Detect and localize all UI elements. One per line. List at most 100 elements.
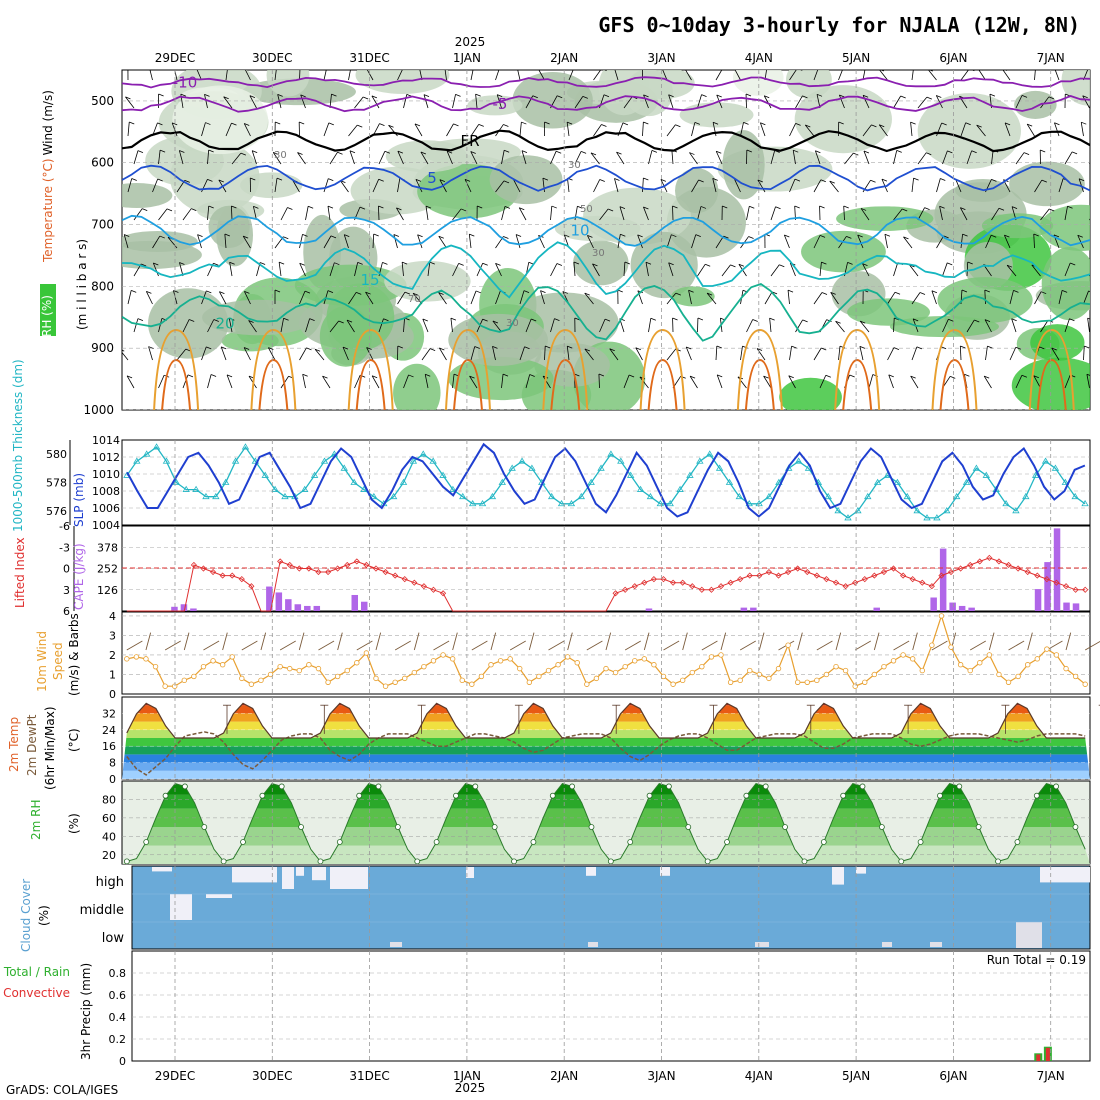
wind-barb-flag (425, 373, 431, 377)
wind-barb-flag (1067, 205, 1073, 209)
wind-barb (619, 206, 625, 221)
rh-blob (122, 231, 198, 252)
wind10-barb (1008, 640, 1025, 651)
wind-barb (668, 94, 674, 109)
wind-barb-flag (415, 179, 422, 182)
rh-blob (393, 363, 441, 410)
lifted-index-point (401, 576, 408, 583)
wind-barb-flag (327, 290, 334, 293)
rh-point (530, 839, 537, 845)
wind-barb-flag (1082, 95, 1088, 99)
wind-barb-flag (705, 263, 711, 267)
wind-barb (452, 94, 456, 109)
rh-point (859, 783, 866, 790)
rh-blob (779, 377, 842, 410)
wind-barb-flag (531, 318, 537, 322)
wind-barb-flag (567, 345, 573, 349)
wind10-point (603, 665, 609, 672)
wind-barb-flag (397, 345, 403, 349)
wind-barb-flag (584, 348, 591, 352)
thickness-point (1002, 499, 1010, 507)
wind-barb-flag (297, 152, 303, 155)
wind-barb-flag (614, 178, 620, 181)
wind-barb (960, 234, 963, 249)
wind-barb (292, 179, 300, 193)
wind-barb (249, 95, 257, 109)
lifted-index-point (986, 554, 993, 561)
wind-barb (991, 207, 1000, 221)
wind10-point (200, 663, 207, 670)
rh-blob (624, 70, 673, 117)
rh-label: 30 (592, 248, 605, 259)
wind-barb (960, 70, 969, 81)
wind-barb-flag (429, 348, 436, 351)
wind-barb-flag (338, 320, 344, 324)
wind-barb-flag (453, 123, 459, 127)
wind-barb-flag (701, 94, 707, 97)
rh-point (898, 858, 905, 865)
wind-barb (421, 348, 431, 361)
rh-point (1033, 792, 1040, 799)
lifted-index-point (689, 583, 696, 590)
wind10-barb (433, 640, 450, 651)
wind10-barb (854, 640, 872, 651)
wind-barb (592, 263, 600, 277)
wind-barb (299, 290, 306, 305)
rh-blob (172, 85, 269, 155)
wind-barb-flag (429, 261, 435, 265)
rh-legend-swatch (40, 284, 56, 336)
wind10-barb (164, 640, 181, 651)
thickness-point (409, 457, 418, 464)
wind10-barb (701, 640, 718, 651)
thickness-point (834, 507, 842, 514)
thickness-point (439, 471, 447, 478)
wind-barb (349, 150, 355, 165)
cloud-middle-block (206, 894, 232, 898)
wind-barb (770, 264, 780, 277)
wind10-point (737, 677, 743, 684)
wind-barb-flag (688, 289, 694, 293)
wind-barb (792, 150, 796, 165)
wind-barb (272, 152, 282, 165)
top-date-3jan: 3JAN (647, 51, 675, 65)
wind-barb (763, 375, 772, 389)
rh-point (743, 792, 750, 799)
wind10-point (852, 683, 858, 689)
lifted-index-point (1072, 586, 1079, 593)
rh-blob (1030, 324, 1085, 362)
cloud-low-block (1016, 922, 1042, 948)
lifted-index-point (1005, 561, 1012, 569)
wind-barb-flag (866, 66, 871, 68)
wind-barb-flag (540, 290, 546, 293)
rh-blob (675, 168, 719, 214)
rh-blob (467, 95, 523, 116)
cape-bar (939, 548, 947, 611)
top-date-5jan: 5JAN (842, 51, 870, 65)
wind-barb-flag (637, 234, 643, 238)
wind-barb-flag (446, 150, 453, 154)
wind-barb-flag (645, 261, 652, 265)
wind-barb-flag (287, 207, 293, 210)
wind-barb-flag (172, 122, 178, 126)
wind10-barb (413, 632, 420, 651)
wind-barb (415, 179, 423, 193)
wind-barb (452, 208, 462, 221)
wind-barb (517, 70, 521, 81)
wind10-barb (912, 632, 918, 651)
wind-barb (917, 152, 927, 165)
wind-barb (476, 263, 484, 277)
wind-barb-flag (974, 319, 980, 323)
wind-barb (740, 346, 743, 361)
wind-barb (122, 351, 129, 361)
wind-barb (783, 234, 790, 249)
wind-barb (230, 205, 233, 221)
wind-barb-flag (910, 121, 916, 125)
cape-bar (275, 592, 283, 611)
bottom-date-4jan: 4JAN (745, 1069, 773, 1083)
lifted-index-point (1034, 572, 1041, 579)
wind10-barb (643, 632, 650, 651)
rh-panel: 20 40 60 80 2m RH (%) (29, 780, 1091, 865)
wind-barb (1080, 122, 1084, 137)
wind10-point (229, 654, 235, 660)
wind-barb-flag (697, 317, 704, 321)
